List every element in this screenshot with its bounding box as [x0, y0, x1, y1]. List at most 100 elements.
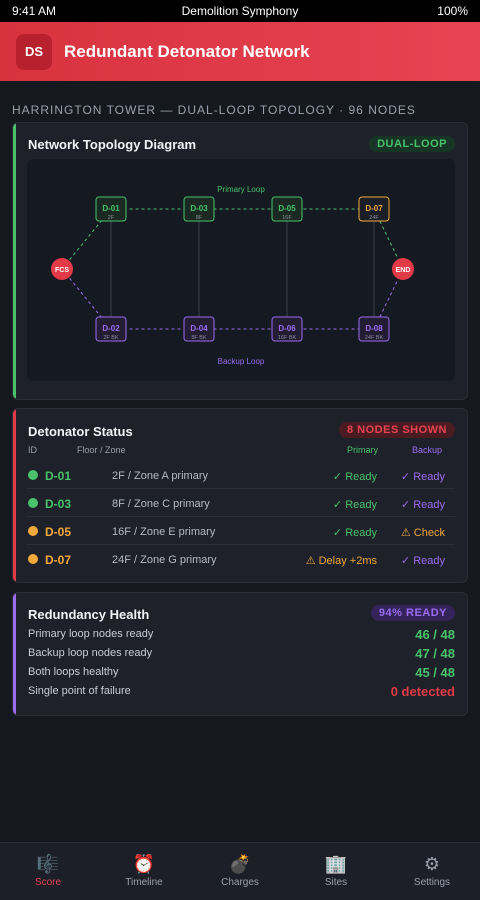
detonator-id: D-03 — [45, 497, 72, 511]
detonator-status-card: Detonator Status 8 NODES SHOWN ID Floor … — [12, 408, 468, 583]
node-box — [95, 316, 127, 342]
node-sub: 24F — [369, 215, 379, 221]
primary-state: ✓ Ready — [332, 499, 377, 511]
app-header: DS Redundant Detonator Network — [0, 22, 480, 81]
header-backup: Backup — [411, 445, 442, 455]
primary-state: ✓ Ready — [332, 471, 377, 483]
node-id: D-05 — [278, 204, 296, 213]
terminal-circle — [51, 258, 73, 280]
primary-state: ✓ Ready — [332, 527, 377, 539]
tab-label: Score — [34, 877, 62, 888]
redundancy-health-card: Redundancy Health 94% READY Primary loop… — [12, 592, 468, 716]
health-value: 47 / 48 — [415, 646, 455, 661]
tab-label: Settings — [413, 877, 451, 888]
backup-node: D-02 2F BK — [95, 316, 127, 342]
tab-score[interactable]: 🎼 Score — [0, 843, 96, 900]
tab-label: Timeline — [125, 877, 163, 888]
node-sub: 8F BK — [191, 335, 207, 341]
node-sub: 2F BK — [103, 335, 119, 341]
tab-label: Charges — [221, 877, 259, 888]
node-box — [95, 196, 127, 222]
status-bar: 9:41 AM Demolition Symphony 100% — [0, 0, 480, 22]
terminal-label: FCS — [55, 267, 69, 274]
health-label: Primary loop nodes ready — [28, 628, 154, 640]
detonator-zone: 2F / Zone A primary — [112, 470, 208, 482]
detonator-row[interactable]: D-01 2F / Zone A primary ✓ Ready ✓ Ready — [27, 461, 455, 489]
topology-badge: DUAL-LOOP — [369, 136, 455, 152]
charges-icon: 💣 — [228, 854, 252, 874]
node-id: D-03 — [190, 204, 208, 213]
node-sub: 16F BK — [278, 335, 297, 341]
node-box — [271, 316, 303, 342]
settings-icon: ⚙ — [423, 854, 441, 874]
tab-timeline[interactable]: ⏰ Timeline — [96, 843, 192, 900]
backup-node: D-08 24F BK — [358, 316, 390, 342]
node-sub: 16F — [282, 215, 292, 221]
health-row: Primary loop nodes ready 46 / 48 — [28, 627, 455, 647]
health-row: Both loops healthy 45 / 48 — [28, 665, 455, 685]
node-id: D-07 — [365, 204, 383, 213]
end-terminal: END — [392, 258, 414, 280]
primary-node: D-03 8F — [183, 196, 215, 222]
health-title: Redundancy Health — [28, 607, 150, 622]
topology-card: Network Topology Diagram DUAL-LOOP Prima… — [12, 122, 468, 400]
topology-diagram: Primary Loop Backup Loop D-01 2F D-03 8F D-05 1… — [27, 159, 455, 381]
node-sub: 2F — [108, 215, 115, 221]
terminal-label: END — [396, 267, 411, 274]
status-time: 9:41 AM — [12, 4, 57, 18]
node-id: D-04 — [190, 324, 208, 333]
card-accent — [13, 123, 16, 399]
header-primary: Primary — [347, 445, 378, 455]
detonator-zone: 24F / Zone G primary — [112, 554, 217, 566]
status-dot — [28, 554, 38, 564]
backup-state: ⚠ Check — [400, 527, 445, 539]
app-title: Redundant Detonator Network — [64, 41, 310, 61]
backup-node: D-06 16F BK — [271, 316, 303, 342]
tab-sites[interactable]: 🏢 Sites — [288, 843, 384, 900]
topology-title: Network Topology Diagram — [28, 137, 197, 152]
primary-node: D-07 24F — [358, 196, 390, 222]
fcs-terminal: FCS — [51, 258, 73, 280]
header-zone: Floor / Zone — [77, 445, 126, 455]
health-badge: 94% READY — [370, 605, 455, 621]
detonator-zone: 16F / Zone E primary — [112, 526, 216, 538]
detonator-id: D-01 — [45, 469, 72, 483]
health-row: Backup loop nodes ready 47 / 48 — [28, 646, 455, 666]
health-label: Single point of failure — [28, 685, 131, 697]
sites-icon: 🏢 — [324, 854, 348, 874]
backup-state: ✓ Ready — [400, 471, 445, 483]
node-box — [358, 196, 390, 222]
site-subtitle: HARRINGTON TOWER — DUAL-LOOP TOPOLOGY · … — [12, 103, 416, 117]
node-sub: 24F BK — [365, 335, 384, 341]
node-box — [183, 196, 215, 222]
detonator-id: D-07 — [45, 553, 72, 567]
tab-label: Sites — [324, 877, 348, 888]
status-title: Demolition Symphony — [181, 4, 299, 18]
status-dot — [28, 526, 38, 536]
health-value: 0 detected — [390, 684, 455, 699]
node-sub: 8F — [196, 215, 203, 221]
status-title: Detonator Status — [28, 424, 133, 439]
health-label: Both loops healthy — [28, 666, 119, 678]
node-box — [183, 316, 215, 342]
primary-node: D-05 16F — [271, 196, 303, 222]
detonator-row[interactable]: D-03 8F / Zone C primary ✓ Ready ✓ Ready — [27, 489, 455, 517]
bottom-tab-bar: 🎼 Score ⏰ Timeline 💣 Charges 🏢 Sites ⚙ Settings — [0, 842, 480, 900]
app-logo[interactable]: DS — [16, 33, 52, 70]
detonator-row[interactable]: D-07 24F / Zone G primary ⚠ Delay +2ms ✓ Re… — [27, 545, 455, 573]
header-id: ID — [28, 445, 37, 455]
tab-settings[interactable]: ⚙ Settings — [384, 843, 480, 900]
topology-svg: Primary Loop Backup Loop D-01 2F D-03 8F D-05 1… — [51, 185, 414, 366]
health-row: Single point of failure 0 detected — [28, 684, 455, 704]
health-value: 45 / 48 — [415, 665, 455, 680]
health-label: Backup loop nodes ready — [28, 647, 153, 659]
detonator-zone: 8F / Zone C primary — [112, 498, 210, 510]
backup-loop-line — [61, 268, 404, 330]
tab-charges[interactable]: 💣 Charges — [192, 843, 288, 900]
node-box — [358, 316, 390, 342]
backup-node: D-04 8F BK — [183, 316, 215, 342]
detonator-row[interactable]: D-05 16F / Zone E primary ✓ Ready ⚠ Check — [27, 517, 455, 545]
backup-state: ✓ Ready — [400, 499, 445, 511]
node-id: D-02 — [102, 324, 120, 333]
detonator-id: D-05 — [45, 525, 72, 539]
